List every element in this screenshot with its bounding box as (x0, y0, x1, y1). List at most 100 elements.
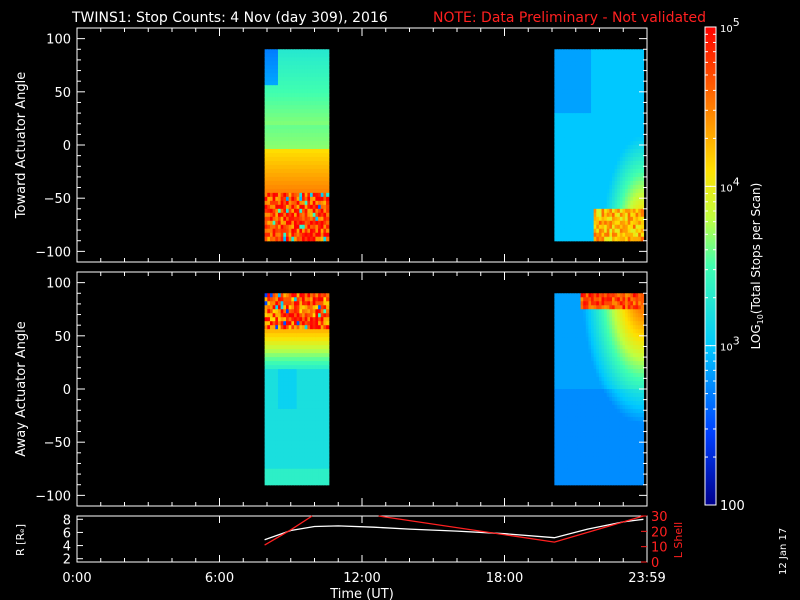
heatmap-cell (283, 160, 287, 166)
heatmap-cell (315, 168, 319, 174)
heatmap-cell (286, 93, 290, 98)
heatmap-cell (299, 313, 303, 318)
heatmap-cell (286, 404, 290, 410)
heatmap-cell (640, 81, 645, 86)
heatmap-cell (606, 381, 610, 386)
heatmap-cell (562, 61, 566, 66)
heatmap-cell (283, 53, 287, 58)
heatmap-cell (580, 160, 584, 166)
heatmap-cell (580, 464, 584, 470)
heatmap-cell (564, 480, 569, 486)
heatmap-cell (630, 224, 634, 230)
heatmap-cell (554, 188, 558, 194)
heatmap-cell (326, 232, 330, 238)
heatmap-cell (567, 53, 571, 58)
heatmap-cell (299, 232, 303, 238)
heatmap-cell (564, 329, 569, 334)
heatmap-cell (580, 212, 584, 218)
heatmap-cell (606, 357, 610, 362)
heatmap-cell (606, 208, 610, 214)
heatmap-cell (280, 133, 284, 138)
heatmap-cell (272, 133, 276, 138)
heatmap-cell (625, 220, 629, 226)
heatmap-cell (598, 93, 603, 98)
heatmap-cell (315, 109, 319, 114)
heatmap-cell (567, 408, 571, 414)
heatmap-cell (556, 105, 561, 110)
heatmap-cell (635, 109, 639, 114)
heatmap-cell (269, 160, 274, 166)
heatmap-cell (593, 432, 597, 438)
heatmap-cell (320, 192, 324, 198)
heatmap-cell (583, 420, 587, 426)
heatmap-cell (304, 329, 308, 334)
heatmap-cell (570, 57, 574, 62)
heatmap-cell (323, 349, 327, 354)
heatmap-cell (585, 377, 590, 382)
heatmap-cell (326, 452, 330, 458)
heatmap-cell (564, 69, 569, 74)
heatmap-cell (596, 196, 600, 202)
heatmap-cell (283, 337, 287, 342)
heatmap-cell (559, 53, 563, 58)
heatmap-cell (630, 160, 634, 166)
heatmap-cell (318, 329, 322, 334)
heatmap-cell (318, 200, 322, 206)
heatmap-cell (625, 200, 629, 206)
heatmap-cell (564, 81, 569, 86)
heatmap-cell (299, 188, 303, 194)
heatmap-cell (286, 129, 290, 134)
heatmap-cell (291, 341, 295, 346)
heatmap-cell (556, 180, 561, 186)
heatmap-cell (570, 73, 574, 78)
heatmap-cell (575, 444, 579, 450)
heatmap-cell (326, 156, 330, 162)
heatmap-cell (632, 105, 637, 110)
heatmap-cell (596, 369, 600, 374)
heatmap-cell (580, 404, 584, 410)
heatmap-cell (280, 444, 284, 450)
heatmap-cell (310, 184, 314, 190)
heatmap-cell (326, 305, 330, 310)
heatmap-cell (572, 69, 576, 74)
heatmap-cell (577, 69, 582, 74)
heatmap-cell (267, 208, 271, 214)
heatmap-cell (559, 117, 563, 122)
heatmap-cell (598, 440, 603, 446)
heatmap-cell (583, 448, 587, 454)
heatmap-cell (588, 333, 592, 338)
heatmap-cell (617, 77, 621, 82)
heatmap-cell (302, 468, 306, 474)
heatmap-cell (572, 365, 576, 370)
heatmap-cell (286, 196, 290, 202)
heatmap-cell (617, 81, 621, 86)
heatmap-cell (583, 156, 587, 162)
heatmap-cell (272, 97, 276, 102)
heatmap-cell (580, 184, 584, 190)
heatmap-cell (283, 117, 287, 122)
heatmap-cell (320, 232, 324, 238)
heatmap-cell (630, 192, 634, 198)
heatmap-cell (606, 133, 610, 138)
heatmap-cell (307, 456, 311, 462)
heatmap-cell (593, 224, 597, 230)
heatmap-cell (577, 176, 582, 182)
heatmap-cell (275, 156, 279, 162)
heatmap-cell (606, 329, 610, 334)
heatmap-cell (304, 472, 308, 478)
heatmap-cell (598, 57, 603, 62)
heatmap-cell (277, 117, 282, 122)
heatmap-cell (556, 317, 561, 322)
heatmap-cell (601, 365, 605, 370)
heatmap-cell (286, 440, 290, 446)
heatmap-cell (604, 404, 608, 410)
heatmap-cell (580, 293, 584, 298)
heatmap-cell (575, 400, 579, 406)
heatmap-cell (307, 337, 311, 342)
heatmap-cell (286, 212, 290, 218)
heatmap-cell (580, 436, 584, 442)
heatmap-cell (307, 152, 311, 158)
heatmap-cell (288, 113, 292, 118)
heatmap-cell (583, 81, 587, 86)
heatmap-cell (585, 468, 590, 474)
